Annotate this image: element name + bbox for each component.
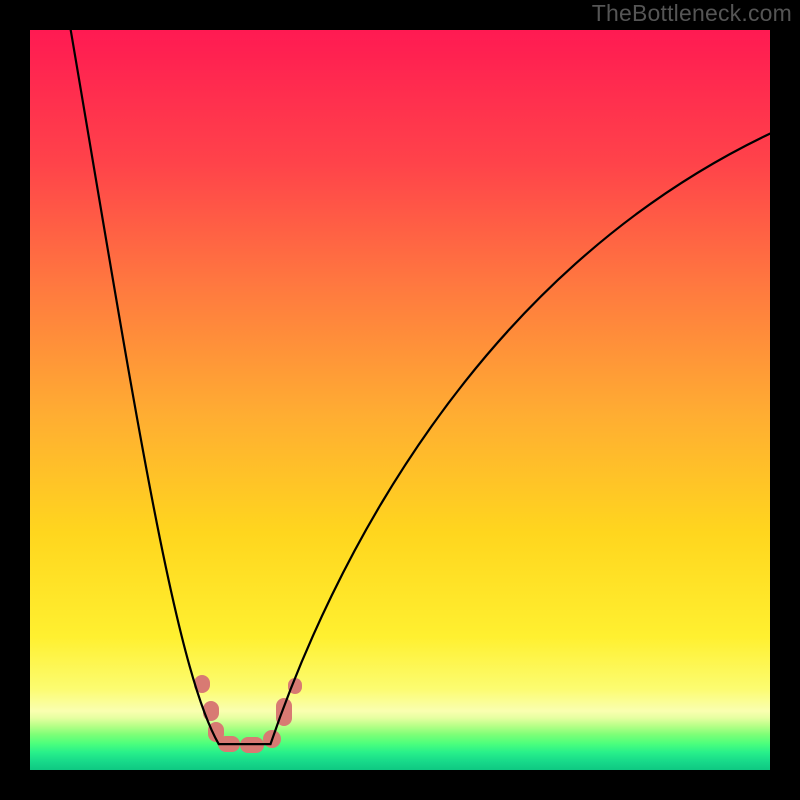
watermark-text: TheBottleneck.com [592,0,792,27]
bottleneck-curve [30,30,770,770]
curve-path [71,30,770,744]
canvas-root: TheBottleneck.com [0,0,800,800]
plot-area [30,30,770,770]
